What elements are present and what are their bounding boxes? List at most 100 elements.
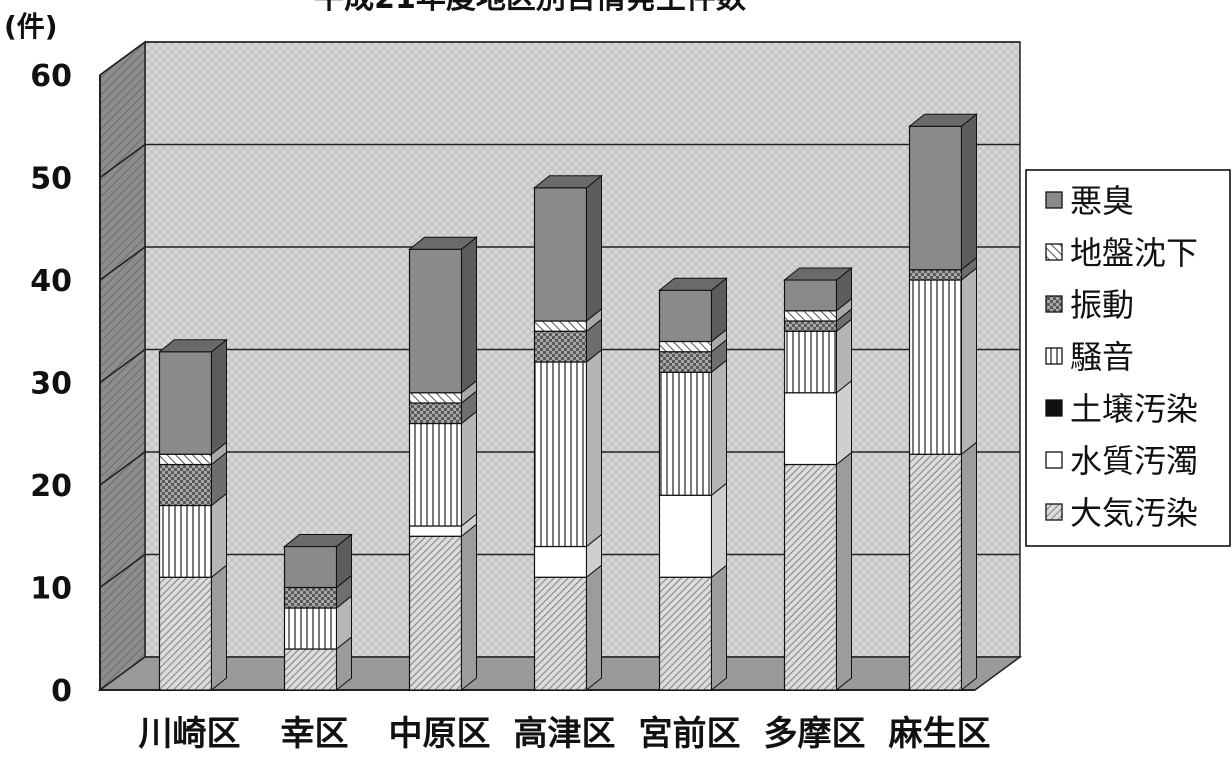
bar-segment-side (961, 113, 977, 271)
bar-segment-side (211, 338, 227, 456)
x-tick-label: 麻生区 (889, 714, 991, 754)
bar-segment (908, 453, 963, 691)
bar-segment (658, 340, 713, 353)
bar-segment (658, 576, 713, 691)
bar-top (533, 175, 603, 189)
bar-segment (158, 576, 213, 691)
bar-top (783, 267, 853, 281)
x-axis-labels: 川崎区 幸区 中原区 高津区 宮前区 多摩区 麻生区 (139, 714, 991, 754)
legend-swatch (1045, 399, 1063, 417)
gridline (99, 143, 1020, 179)
bar-segment (908, 269, 963, 281)
gridline (99, 553, 1020, 589)
bar-segment (658, 289, 713, 343)
bar-stack (658, 277, 728, 692)
bar-segment-side (461, 410, 477, 528)
y-tick-label: 30 (30, 367, 72, 402)
bar-segment (783, 330, 838, 394)
bar-segment-side (836, 451, 852, 692)
bar-segment (158, 453, 213, 466)
bar-segment (283, 607, 338, 650)
bar-segment (533, 545, 588, 578)
legend-label: 振動 (1070, 286, 1134, 324)
grid-lines (99, 41, 1020, 589)
bar-segment-side (461, 236, 477, 394)
legend-label: 土壌汚染 (1070, 390, 1198, 428)
bar-segment (283, 586, 338, 609)
y-tick-label: 50 (30, 162, 72, 197)
bar-segment (783, 320, 838, 332)
bar-segment (283, 545, 338, 589)
bar-segment-side (711, 359, 727, 497)
bar-segment (408, 422, 463, 527)
x-tick-label: 中原区 (389, 714, 491, 754)
bar-segment-side (961, 266, 977, 456)
bar-segment (158, 504, 213, 578)
legend-label: 水質汚濁 (1070, 442, 1198, 480)
bar-top (158, 339, 228, 353)
bar-segment (408, 248, 463, 394)
bar-segment-side (836, 379, 852, 466)
bar-segment (408, 392, 463, 404)
bar-segment (533, 576, 588, 691)
bar-segment (783, 392, 838, 466)
bar-segment (783, 463, 838, 691)
y-tick-label: 20 (30, 469, 72, 504)
bar-stack (283, 533, 353, 692)
x-tick-label: 多摩区 (764, 714, 866, 754)
bar-segment (408, 535, 463, 691)
bar-segment (783, 310, 838, 322)
y-tick-label: 10 (30, 572, 72, 607)
y-axis-unit: (件) (4, 10, 58, 43)
legend-swatch (1045, 295, 1063, 313)
legend-swatch (1045, 347, 1063, 365)
bar-top (408, 236, 478, 250)
bar-segment (533, 361, 588, 548)
bar-segment-side (461, 523, 477, 692)
bar-segment (408, 402, 463, 425)
bar-segment (158, 351, 213, 455)
bar-segment (283, 648, 338, 691)
bar-stack (408, 236, 478, 692)
bar-segment (533, 330, 588, 363)
x-tick-label: 高津区 (514, 714, 616, 754)
bar-segment (658, 371, 713, 496)
legend-swatch (1045, 503, 1063, 521)
bar-segment (658, 494, 713, 578)
y-axis: 0 10 20 30 40 50 60 (30, 59, 975, 709)
bar-segment-side (586, 564, 602, 692)
bar-stack (158, 338, 228, 692)
gridline (99, 451, 1020, 486)
bar-stack (908, 113, 978, 692)
bar-segment-side (711, 564, 727, 692)
bar-segment (908, 279, 963, 455)
x-tick-label: 宮前区 (639, 714, 741, 754)
bar-segment-side (836, 318, 852, 394)
legend-label: 地盤沈下 (1070, 234, 1198, 272)
legend-swatch (1045, 191, 1063, 209)
bar-stack (783, 266, 853, 692)
bar-top (908, 113, 978, 127)
bar-segment-side (211, 492, 227, 579)
bar-segment-side (961, 441, 977, 692)
bar-segment-side (586, 174, 602, 323)
bar-stack (533, 174, 603, 692)
y-tick-label: 60 (30, 59, 72, 94)
legend-swatch (1045, 243, 1063, 261)
bar-top (283, 534, 353, 547)
bar-segment-side (711, 482, 727, 579)
bar-segment-side (586, 348, 602, 548)
bars (158, 113, 978, 692)
bar-segment (533, 320, 588, 332)
bar-segment (908, 125, 963, 271)
bar-segment (533, 187, 588, 322)
gridline (99, 348, 1020, 384)
bar-segment (658, 351, 713, 373)
y-tick-label: 0 (51, 674, 72, 709)
legend-label: 悪臭 (1070, 182, 1134, 220)
bar-top (658, 277, 728, 291)
x-tick-label: 川崎区 (139, 714, 241, 754)
